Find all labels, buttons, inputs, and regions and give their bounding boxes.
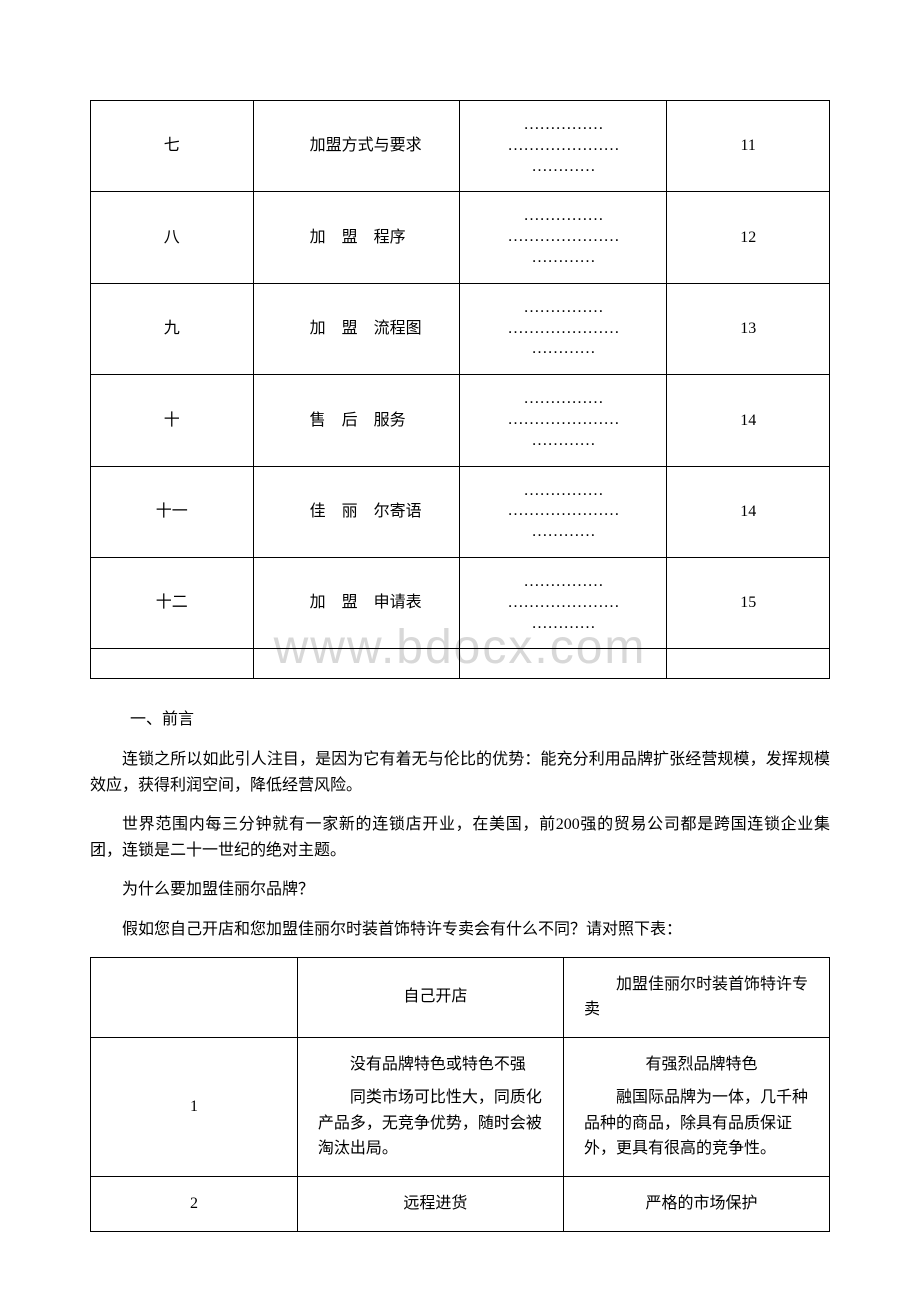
toc-dots: …………… ………………… …………: [460, 466, 667, 557]
table-header-row: 自己开店 加盟佳丽尔时装首饰特许专卖: [91, 957, 830, 1037]
empty-header-cell: [91, 957, 298, 1037]
table-row: 2 远程进货 严格的市场保护: [91, 1177, 830, 1232]
toc-num: 十二: [91, 557, 254, 648]
self-store-cell: 没有品牌特色或特色不强 同类市场可比性大，同质化产品多，无竞争优势，随时会被淘汰…: [297, 1037, 563, 1176]
toc-title: 佳 丽 尔寄语: [253, 466, 460, 557]
paragraph: 假如您自己开店和您加盟佳丽尔时装首饰特许专卖会有什么不同？请对照下表：: [90, 917, 830, 943]
toc-page: 14: [667, 375, 830, 466]
paragraph: 世界范围内每三分钟就有一家新的连锁店开业，在美国，前200强的贸易公司都是跨国连…: [90, 812, 830, 863]
table-row: 十 售 后 服务 …………… ………………… ………… 14: [91, 375, 830, 466]
table-row: 1 没有品牌特色或特色不强 同类市场可比性大，同质化产品多，无竞争优势，随时会被…: [91, 1037, 830, 1176]
toc-num: 七: [91, 101, 254, 192]
toc-title: 售 后 服务: [253, 375, 460, 466]
toc-title: 加 盟 申请表: [253, 557, 460, 648]
toc-page: 11: [667, 101, 830, 192]
toc-num: 十: [91, 375, 254, 466]
empty-cell: [667, 649, 830, 679]
toc-page: 15: [667, 557, 830, 648]
table-row-empty: [91, 649, 830, 679]
row-num: 2: [91, 1177, 298, 1232]
toc-dots: …………… ………………… …………: [460, 375, 667, 466]
table-row: 九 加 盟 流程图 …………… ………………… ………… 13: [91, 283, 830, 374]
toc-num: 八: [91, 192, 254, 283]
toc-dots: …………… ………………… …………: [460, 557, 667, 648]
paragraph: 为什么要加盟佳丽尔品牌？: [90, 877, 830, 903]
toc-dots: …………… ………………… …………: [460, 192, 667, 283]
toc-page: 14: [667, 466, 830, 557]
toc-title: 加 盟 流程图: [253, 283, 460, 374]
empty-cell: [460, 649, 667, 679]
toc-num: 十一: [91, 466, 254, 557]
self-store-cell: 远程进货: [297, 1177, 563, 1232]
table-row: 十二 加 盟 申请表 …………… ………………… ………… 15: [91, 557, 830, 648]
comparison-table: 自己开店 加盟佳丽尔时装首饰特许专卖 1 没有品牌特色或特色不强 同类市场可比性…: [90, 957, 830, 1232]
table-row: 八 加 盟 程序 …………… ………………… ………… 12: [91, 192, 830, 283]
row-num: 1: [91, 1037, 298, 1176]
paragraph: 连锁之所以如此引人注目，是因为它有着无与伦比的优势：能充分利用品牌扩张经营规模，…: [90, 747, 830, 798]
toc-dots: …………… ………………… …………: [460, 101, 667, 192]
table-row: 七 加盟方式与要求 …………… ………………… ………… 11: [91, 101, 830, 192]
toc-num: 九: [91, 283, 254, 374]
column-header: 自己开店: [297, 957, 563, 1037]
empty-cell: [253, 649, 460, 679]
column-header: 加盟佳丽尔时装首饰特许专卖: [563, 957, 829, 1037]
table-row: 十一 佳 丽 尔寄语 …………… ………………… ………… 14: [91, 466, 830, 557]
toc-page: 12: [667, 192, 830, 283]
toc-title: 加盟方式与要求: [253, 101, 460, 192]
join-brand-cell: 有强烈品牌特色 融国际品牌为一体，几千种品种的商品，除具有品质保证外，更具有很高…: [563, 1037, 829, 1176]
toc-title: 加 盟 程序: [253, 192, 460, 283]
toc-dots: …………… ………………… …………: [460, 283, 667, 374]
section-heading: 一、前言: [130, 707, 830, 733]
toc-page: 13: [667, 283, 830, 374]
join-brand-cell: 严格的市场保护: [563, 1177, 829, 1232]
empty-cell: [91, 649, 254, 679]
toc-table: 七 加盟方式与要求 …………… ………………… ………… 11 八 加 盟 程序…: [90, 100, 830, 679]
